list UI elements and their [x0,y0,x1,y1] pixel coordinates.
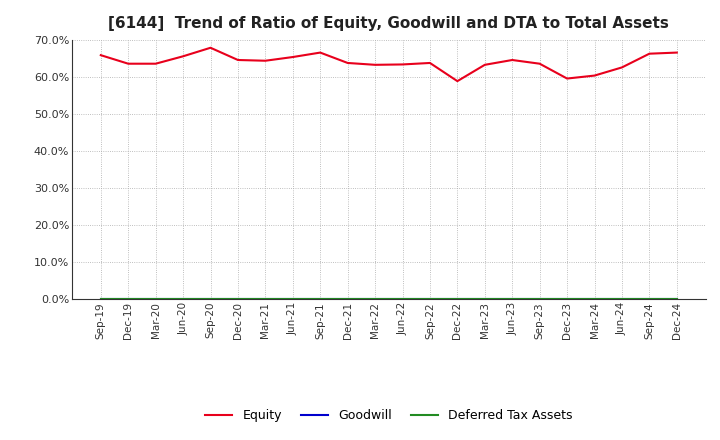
Deferred Tax Assets [480,297,489,302]
Goodwill [289,297,297,302]
Deferred Tax Assets [371,297,379,302]
Equity [124,61,132,66]
Equity [233,57,242,62]
Deferred Tax Assets [508,297,516,302]
Deferred Tax Assets [426,297,434,302]
Title: [6144]  Trend of Ratio of Equity, Goodwill and DTA to Total Assets: [6144] Trend of Ratio of Equity, Goodwil… [109,16,669,32]
Equity [426,60,434,66]
Goodwill [618,297,626,302]
Deferred Tax Assets [124,297,132,302]
Goodwill [151,297,160,302]
Goodwill [590,297,599,302]
Legend: Equity, Goodwill, Deferred Tax Assets: Equity, Goodwill, Deferred Tax Assets [200,404,577,427]
Goodwill [233,297,242,302]
Goodwill [343,297,352,302]
Equity [398,62,407,67]
Equity [371,62,379,67]
Goodwill [508,297,516,302]
Deferred Tax Assets [96,297,105,302]
Equity [645,51,654,56]
Goodwill [672,297,681,302]
Deferred Tax Assets [151,297,160,302]
Equity [289,55,297,60]
Equity [96,52,105,58]
Deferred Tax Assets [398,297,407,302]
Equity [563,76,572,81]
Equity [508,57,516,62]
Deferred Tax Assets [343,297,352,302]
Equity [206,45,215,51]
Equity [480,62,489,67]
Equity [316,50,325,55]
Goodwill [206,297,215,302]
Equity [590,73,599,78]
Goodwill [124,297,132,302]
Deferred Tax Assets [563,297,572,302]
Goodwill [261,297,270,302]
Goodwill [536,297,544,302]
Goodwill [316,297,325,302]
Deferred Tax Assets [536,297,544,302]
Goodwill [645,297,654,302]
Equity [179,54,187,59]
Deferred Tax Assets [206,297,215,302]
Equity [453,78,462,84]
Deferred Tax Assets [618,297,626,302]
Goodwill [480,297,489,302]
Deferred Tax Assets [645,297,654,302]
Line: Equity: Equity [101,48,677,81]
Deferred Tax Assets [289,297,297,302]
Deferred Tax Assets [316,297,325,302]
Goodwill [563,297,572,302]
Goodwill [96,297,105,302]
Equity [343,60,352,66]
Deferred Tax Assets [590,297,599,302]
Goodwill [398,297,407,302]
Equity [151,61,160,66]
Equity [261,58,270,63]
Deferred Tax Assets [261,297,270,302]
Deferred Tax Assets [233,297,242,302]
Goodwill [426,297,434,302]
Deferred Tax Assets [179,297,187,302]
Goodwill [179,297,187,302]
Equity [618,65,626,70]
Equity [672,50,681,55]
Goodwill [453,297,462,302]
Goodwill [371,297,379,302]
Deferred Tax Assets [672,297,681,302]
Deferred Tax Assets [453,297,462,302]
Equity [536,61,544,66]
